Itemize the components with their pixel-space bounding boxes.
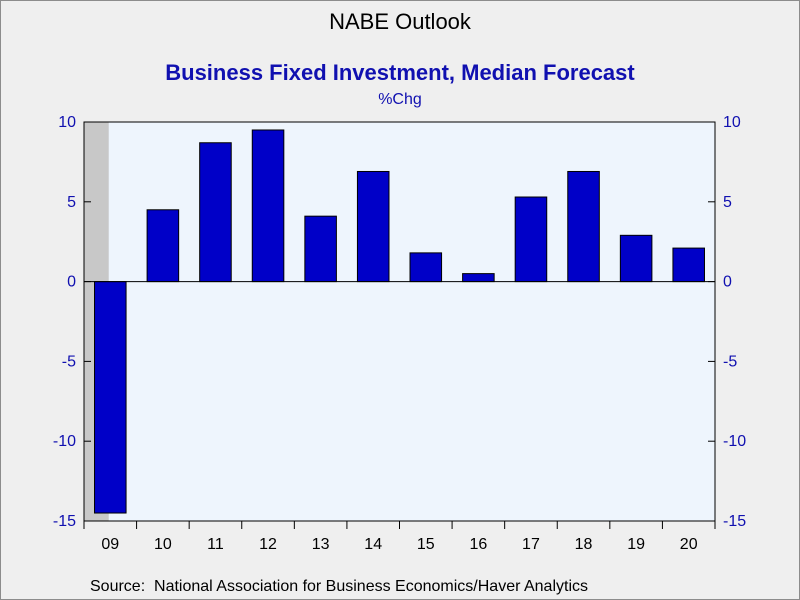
x-tick-label: 16	[469, 536, 487, 553]
right-tick-label: 5	[723, 194, 732, 211]
x-tick-label: 09	[101, 536, 119, 553]
source-note: Source: National Association for Busines…	[90, 578, 589, 595]
left-tick-label: -5	[62, 353, 76, 370]
right-tick-label: -10	[723, 433, 746, 450]
bar-18	[567, 170, 600, 283]
bar-17	[514, 196, 548, 283]
chart-title: NABE Outlook	[329, 9, 471, 34]
left-tick-label: 5	[67, 194, 76, 211]
x-tick-label: 12	[259, 536, 277, 553]
bar-09	[94, 281, 127, 514]
bar-13	[304, 215, 337, 283]
bar-12	[251, 129, 285, 283]
bar-20	[672, 247, 705, 283]
bar-16	[462, 273, 495, 283]
right-tick-label: 10	[723, 114, 741, 131]
x-tick-label: 18	[575, 536, 593, 553]
x-tick-label: 10	[154, 536, 172, 553]
chart-subtitle: Business Fixed Investment, Median Foreca…	[165, 60, 635, 85]
right-tick-label: -15	[723, 513, 746, 530]
bar-14	[356, 170, 390, 283]
bar-10	[146, 209, 180, 283]
x-axis: 09 10 11 12 13 14 15 16 17 18 19 20	[83, 521, 716, 553]
right-tick-label: 0	[723, 274, 732, 291]
left-tick-label: -10	[53, 433, 76, 450]
x-tick-label: 17	[522, 536, 540, 553]
x-tick-label: 11	[207, 536, 224, 553]
bar-11	[199, 142, 232, 283]
x-tick-label: 14	[364, 536, 382, 553]
left-tick-label: -15	[53, 513, 76, 530]
right-y-axis: -15 -10 -5 0 5 10	[708, 114, 746, 530]
x-tick-label: 13	[312, 536, 330, 553]
x-tick-label: 15	[417, 536, 435, 553]
bar-15	[409, 252, 443, 283]
bar-19	[619, 234, 653, 283]
x-tick-label: 19	[627, 536, 645, 553]
left-tick-label: 0	[67, 274, 76, 291]
plot-area	[84, 122, 715, 521]
bar-series	[94, 129, 705, 514]
x-tick-label: 20	[680, 536, 698, 553]
left-tick-label: 10	[58, 114, 76, 131]
left-y-axis: -15 -10 -5 0 5 10	[53, 114, 91, 530]
units-label: %Chg	[378, 91, 422, 108]
right-tick-label: -5	[723, 353, 737, 370]
